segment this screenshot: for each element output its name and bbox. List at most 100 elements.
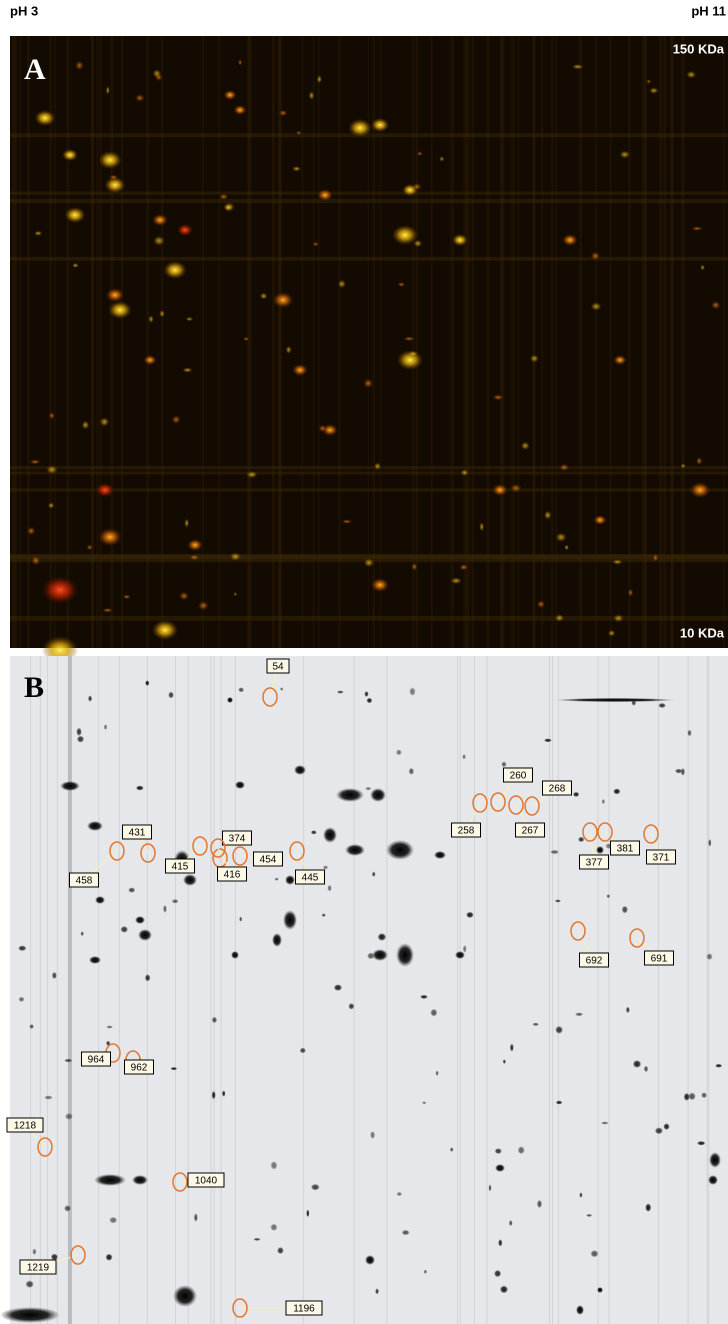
spot-label: 1196 <box>293 1304 315 1315</box>
spot <box>336 788 364 802</box>
spot <box>495 1148 502 1154</box>
spot <box>555 899 561 902</box>
spot-label: 1040 <box>195 1176 218 1187</box>
spot <box>231 951 239 959</box>
spot <box>663 1123 669 1130</box>
spot <box>403 337 415 341</box>
spot <box>311 1184 320 1191</box>
spot <box>179 592 189 601</box>
spot <box>153 69 162 78</box>
streak <box>214 656 215 1324</box>
spot <box>87 544 93 550</box>
spot-label: 458 <box>76 876 93 887</box>
spot <box>152 620 178 640</box>
spot <box>194 1213 198 1222</box>
spot <box>655 1127 663 1134</box>
spot <box>555 533 566 542</box>
spot <box>172 415 181 424</box>
spot <box>510 1043 514 1051</box>
spot <box>95 896 105 904</box>
spot <box>544 511 552 520</box>
spot <box>374 462 381 470</box>
spot <box>434 851 446 859</box>
spot <box>77 736 84 743</box>
spot <box>495 1164 505 1172</box>
spot <box>556 1101 563 1105</box>
band <box>10 257 728 261</box>
spot <box>364 691 368 697</box>
spot <box>691 226 703 230</box>
spot <box>709 1152 721 1168</box>
spot <box>198 601 209 611</box>
spot <box>98 151 121 169</box>
spot <box>296 131 301 135</box>
spot-label: 381 <box>617 844 634 855</box>
spot <box>88 695 92 701</box>
spot <box>375 1288 379 1294</box>
spot <box>602 799 605 804</box>
spot <box>273 292 294 308</box>
spot <box>80 931 83 936</box>
spot <box>72 263 79 268</box>
spot <box>224 204 233 211</box>
spot <box>590 1250 598 1257</box>
spot <box>18 945 26 951</box>
spot <box>106 1254 113 1261</box>
spot <box>711 301 720 310</box>
spot <box>300 1048 306 1054</box>
spot <box>371 578 389 592</box>
spot <box>371 118 389 132</box>
spot <box>168 692 174 699</box>
spot <box>452 234 468 246</box>
spot <box>275 878 279 881</box>
streak <box>188 656 189 1324</box>
streak <box>211 656 212 1324</box>
spot <box>500 1285 508 1293</box>
spot <box>138 929 152 941</box>
streak <box>658 656 659 1324</box>
spot <box>645 1203 651 1212</box>
spot <box>163 905 167 913</box>
spot <box>212 1017 217 1024</box>
streak <box>147 656 148 1324</box>
spot <box>328 885 332 892</box>
spot <box>42 576 78 604</box>
streak <box>40 656 41 1324</box>
panel-a-label: A <box>24 53 46 86</box>
spot <box>135 94 145 102</box>
streak <box>57 656 58 1324</box>
spot <box>612 559 623 564</box>
spot-label: 962 <box>131 1063 148 1074</box>
spot <box>614 355 627 365</box>
spot <box>212 1091 216 1100</box>
spot <box>311 830 317 834</box>
spot <box>0 1307 60 1323</box>
spot <box>366 698 372 704</box>
spot <box>622 906 628 914</box>
spot <box>564 544 569 550</box>
spot <box>230 552 241 560</box>
spot <box>277 1247 284 1254</box>
spot <box>65 1113 73 1120</box>
spot <box>106 86 110 95</box>
spot <box>596 846 604 854</box>
spot <box>334 984 343 991</box>
spot <box>572 64 584 69</box>
spot <box>123 594 131 599</box>
spot <box>708 1175 718 1185</box>
spot <box>32 1248 36 1255</box>
spot <box>108 301 131 319</box>
spot <box>173 1285 197 1307</box>
spot <box>430 1009 437 1017</box>
spot <box>396 943 414 967</box>
spot <box>586 1214 592 1217</box>
band <box>10 466 728 469</box>
spot <box>128 887 135 893</box>
spot <box>492 484 508 496</box>
spot <box>82 421 90 430</box>
spot <box>30 459 41 464</box>
streak <box>30 656 31 1324</box>
spot <box>462 754 466 759</box>
spot <box>573 792 580 797</box>
spot-label: 377 <box>586 858 603 869</box>
